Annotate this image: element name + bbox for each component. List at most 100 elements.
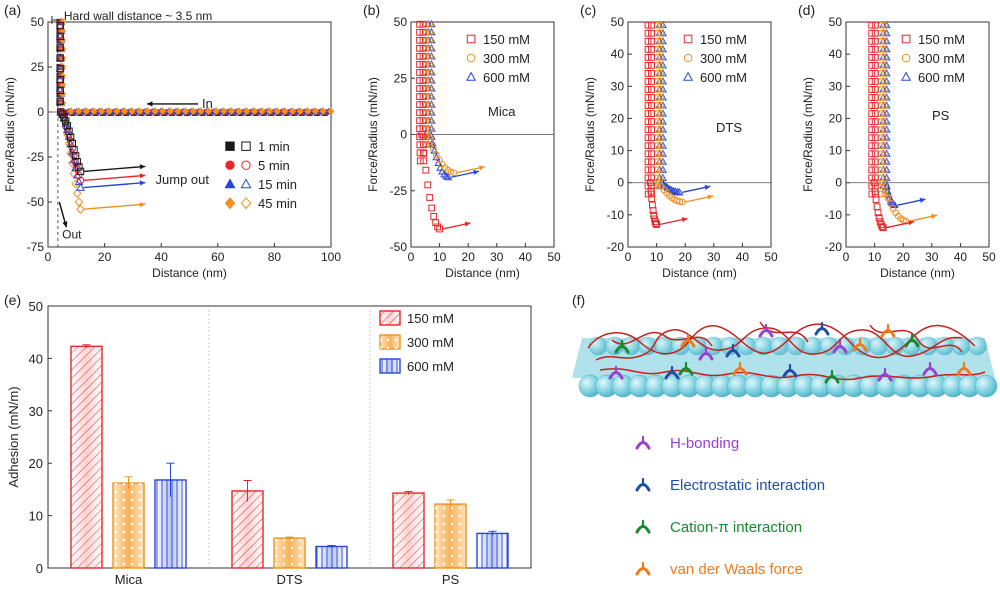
panel-a-jump-arrow-head	[139, 173, 146, 179]
panel-d-retract-point	[878, 223, 886, 231]
panel-a-retract-point	[63, 122, 72, 130]
panel-c-approach-point	[648, 134, 655, 142]
panel-d-approach-point	[868, 102, 876, 109]
panel-b-approach-point	[426, 61, 433, 68]
panel-c-approach-point	[657, 29, 665, 37]
panel-d-x-tick-label: 20	[897, 250, 911, 264]
panel-b-approach-point	[419, 44, 427, 52]
panel-b-x-tick-label: 20	[462, 250, 476, 264]
panel-b-approach-point	[426, 101, 433, 109]
panel-c-approach-point	[648, 118, 655, 126]
panel-d-approach-point	[871, 21, 879, 29]
panel-d-approach-point	[881, 21, 889, 29]
panel-c-legend-label: 150 mM	[700, 32, 747, 47]
panel-b-approach-point	[419, 77, 427, 84]
panel-d-y-tick-label: 20	[829, 111, 843, 125]
panel-c-approach-point	[644, 70, 652, 77]
panel-a-approach-point	[105, 107, 113, 116]
panel-c-approach-point	[657, 94, 665, 101]
panel-b-retract-point	[424, 181, 432, 189]
panel-b-approach-point	[416, 85, 423, 92]
panel-c-retract-point	[667, 185, 676, 194]
panel-d-approach-point	[868, 53, 876, 61]
panel-d-retract-point	[889, 200, 898, 208]
panel-e-bar-texture	[71, 346, 102, 568]
panel-d-approach-point	[881, 110, 889, 118]
panel-b-approach-point	[426, 141, 434, 149]
panel-d-retract-point	[881, 187, 889, 194]
panel-b-approach-point	[416, 77, 423, 84]
panel-b-retract-point	[422, 166, 430, 174]
panel-b-retract-point	[428, 204, 436, 212]
panel-c-approach-point	[657, 126, 665, 134]
panel-c-y-tick-label: 30	[611, 79, 625, 93]
panel-d-approach-point	[871, 158, 879, 166]
panel-a-approach-point	[273, 107, 281, 116]
panel-e-y-axis-label: Adhesion (mN/m)	[6, 386, 21, 487]
panel-a-approach-point	[304, 107, 312, 116]
panel-b-approach-point	[426, 52, 433, 60]
panel-c-approach-point	[648, 126, 655, 134]
panel-a-y-tick-label: 50	[31, 15, 45, 29]
panel-d-approach-point	[868, 174, 876, 182]
panel-b-legend-marker	[466, 34, 476, 44]
panel-b-approach-point	[419, 141, 427, 149]
panel-b-approach-point	[419, 117, 427, 125]
panel-f-polymer-chain	[595, 327, 963, 361]
panel-e-bar-texture	[393, 493, 424, 568]
panel-d-retract-point	[873, 203, 881, 211]
panel-c-x-axis-label: Distance (nm)	[662, 266, 737, 280]
panel-d-approach-point	[868, 21, 876, 29]
panel-d-approach-point	[868, 110, 876, 118]
panel-e-label: (e)	[4, 292, 21, 308]
panel-c-jump-arrow-head	[681, 217, 688, 223]
panel-a-retract-point	[73, 158, 81, 166]
panel-e-y-tick-label: 10	[29, 509, 43, 524]
panel-c-y-tick-label: -10	[607, 208, 625, 222]
panel-a-x-tick-label: 100	[321, 250, 341, 264]
panel-b-approach-point	[416, 101, 423, 109]
panel-c-x-tick-label: 40	[736, 250, 750, 264]
panel-c-y-tick-label: -20	[607, 240, 625, 254]
panel-d-y-tick-label: 50	[829, 15, 843, 29]
panel-d-approach-point	[871, 150, 879, 158]
panel-c-label: (c)	[580, 2, 596, 18]
panel-c-x-tick-label: 20	[679, 250, 693, 264]
panel-c-y-tick-label: 20	[611, 111, 625, 125]
panel-d-approach-point	[868, 70, 876, 77]
panel-b-approach-point	[416, 36, 423, 44]
panel-a-y-tick-label: -75	[27, 240, 45, 254]
panel-a-x-tick-label: 20	[98, 250, 112, 264]
panel-c-approach-point	[644, 142, 652, 150]
panel-a-legend-filled-marker	[224, 178, 236, 189]
panel-c-approach-point	[644, 158, 652, 166]
panel-a-jump-arrow-shaft	[83, 165, 146, 173]
panel-b-approach-point	[426, 109, 433, 117]
panel-a-approach-point	[204, 107, 212, 116]
panel-c-legend-label: 600 mM	[700, 70, 747, 85]
panel-c-dts-force-curve: (c) 0 10 20 30 40 50 -20 -10 0 10 20 30 40 50 Distance …	[580, 2, 778, 280]
panel-c-y-tick-label: 10	[611, 144, 625, 158]
panel-c-legend-marker	[683, 34, 693, 44]
panel-e-y-tick-label: 20	[29, 456, 43, 471]
panel-a-y-tick-label: 0	[37, 105, 44, 119]
panel-e-legend-label: 150 mM	[407, 311, 454, 326]
panel-d-retract-point	[875, 214, 883, 222]
panel-c-approach-point	[644, 45, 652, 53]
panel-d-x-tick-label: 10	[868, 250, 882, 264]
panel-c-approach-point	[657, 21, 665, 29]
panel-a-x-axis-label: Distance (nm)	[152, 266, 227, 280]
panel-a-retract-point	[61, 117, 70, 125]
panel-d-approach-point	[868, 142, 876, 150]
panel-b-approach-point	[426, 69, 433, 76]
panel-b-approach-point	[426, 125, 433, 133]
panel-b-approach-point	[416, 133, 424, 141]
panel-d-approach-point	[881, 118, 889, 126]
panel-d-retract-point	[871, 188, 879, 196]
panel-a-jump-arrow-shaft	[83, 203, 146, 210]
panel-b-approach-point	[426, 93, 433, 100]
panel-d-approach-point	[871, 190, 879, 198]
panel-c-approach-point	[644, 78, 652, 85]
panel-b-retract-point	[442, 171, 451, 180]
